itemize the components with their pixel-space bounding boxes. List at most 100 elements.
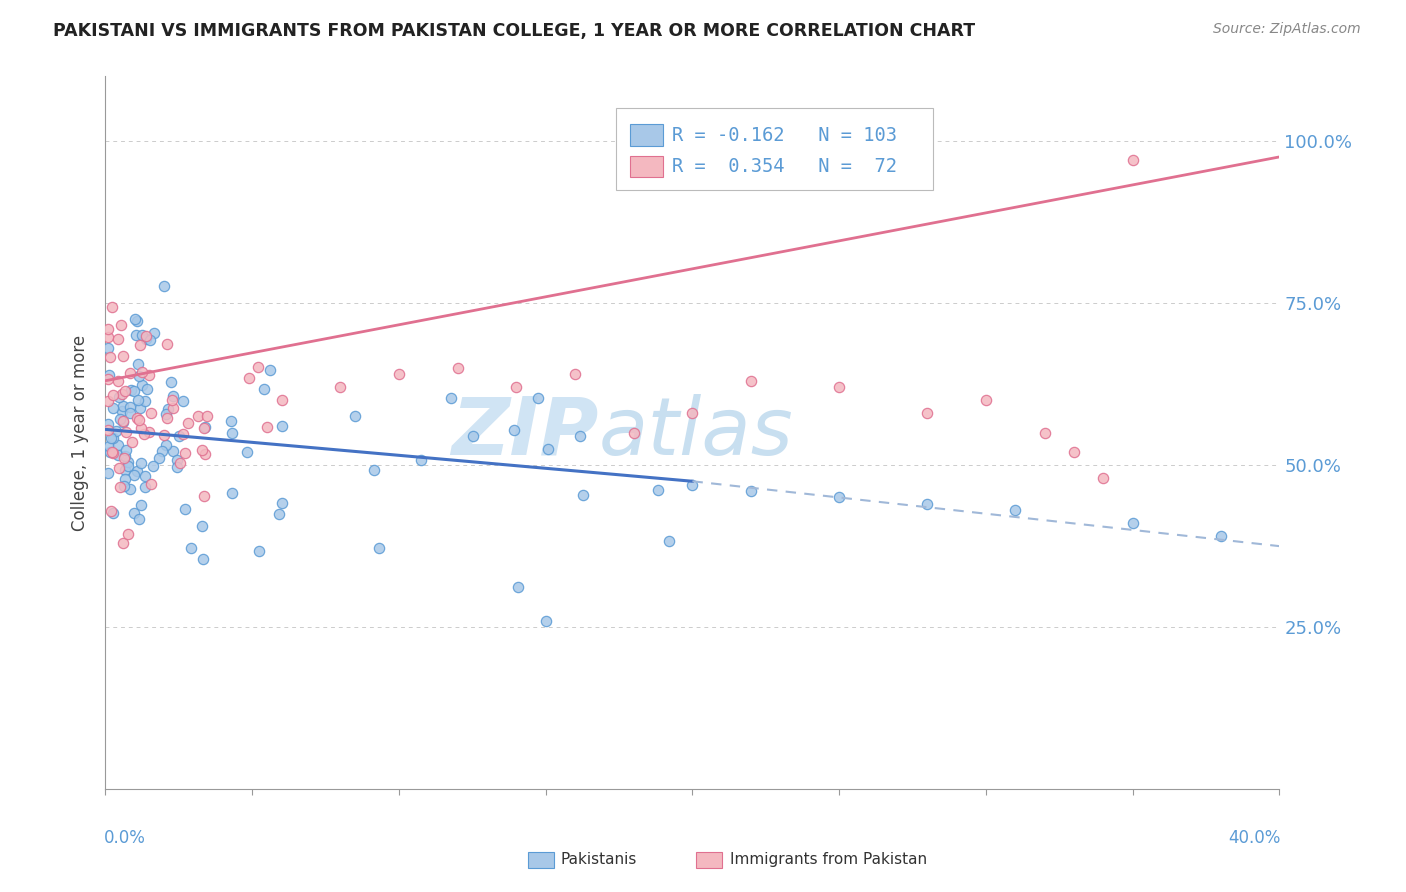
Text: Source: ZipAtlas.com: Source: ZipAtlas.com (1213, 22, 1361, 37)
Point (97, 330, 120, 344)
Point (120, 482, 142, 496)
Point (128, 338, 150, 352)
Point (128, 369, 150, 384)
Point (156, 411, 179, 425)
Text: Immigrants from Pakistan: Immigrants from Pakistan (730, 852, 927, 867)
Point (828, 380, 851, 394)
Point (103, 446, 125, 460)
Point (564, 368, 586, 382)
Point (127, 393, 149, 408)
Text: 40.0%: 40.0% (1229, 829, 1281, 847)
Point (127, 357, 149, 371)
Point (117, 455, 139, 469)
Point (527, 391, 550, 405)
Point (97, 342, 120, 356)
Point (195, 409, 218, 423)
Point (1122, 516, 1144, 531)
Point (1092, 471, 1115, 485)
Point (191, 552, 214, 566)
Point (155, 438, 177, 452)
Point (124, 467, 146, 482)
Y-axis label: College, 1 year or more: College, 1 year or more (72, 334, 90, 531)
Point (180, 541, 202, 555)
Point (115, 443, 138, 458)
Text: PAKISTANI VS IMMIGRANTS FROM PAKISTAN COLLEGE, 1 YEAR OR MORE CORRELATION CHART: PAKISTANI VS IMMIGRANTS FROM PAKISTAN CO… (53, 22, 976, 40)
Point (97, 466, 120, 480)
Point (139, 333, 162, 347)
Point (186, 409, 208, 423)
Point (505, 380, 527, 394)
Point (270, 393, 292, 408)
Point (118, 366, 141, 380)
Point (219, 414, 242, 428)
Point (162, 389, 184, 403)
Point (110, 480, 132, 494)
Text: Pakistanis: Pakistanis (561, 852, 637, 867)
Point (166, 453, 188, 467)
Point (98, 439, 121, 453)
Point (97, 394, 120, 409)
FancyBboxPatch shape (630, 124, 664, 145)
Point (101, 431, 124, 445)
Point (120, 383, 142, 397)
Point (134, 481, 156, 495)
Point (108, 390, 131, 404)
Point (112, 479, 135, 493)
Point (98, 368, 121, 382)
Point (221, 485, 243, 500)
Point (367, 541, 389, 556)
Point (238, 371, 260, 385)
Point (125, 328, 148, 343)
Point (152, 427, 174, 442)
Point (682, 477, 704, 491)
Point (221, 426, 243, 441)
Point (138, 368, 160, 383)
Point (440, 391, 463, 405)
Point (534, 614, 557, 628)
Point (166, 460, 188, 475)
Point (177, 416, 200, 430)
Point (112, 399, 135, 413)
Point (159, 375, 181, 389)
Point (343, 409, 366, 423)
Point (236, 445, 259, 459)
Point (142, 326, 165, 341)
Point (409, 453, 432, 467)
Point (917, 406, 939, 420)
Point (118, 406, 141, 420)
Point (194, 447, 217, 461)
Point (114, 472, 136, 486)
Point (162, 444, 184, 458)
Point (253, 382, 276, 396)
Point (97, 372, 120, 386)
Point (682, 406, 704, 420)
Point (1033, 425, 1056, 440)
Point (138, 425, 160, 440)
Point (172, 426, 194, 441)
Point (131, 378, 153, 392)
Point (917, 497, 939, 511)
Point (256, 419, 278, 434)
Point (101, 300, 124, 314)
Point (114, 449, 136, 463)
Point (572, 488, 595, 502)
Point (128, 413, 150, 427)
Point (270, 418, 292, 433)
Point (112, 450, 135, 465)
Point (97, 424, 120, 438)
Point (740, 483, 762, 498)
Point (142, 459, 165, 474)
Point (101, 388, 124, 402)
Point (104, 424, 127, 438)
Point (1209, 529, 1232, 543)
Point (131, 365, 153, 379)
Point (269, 508, 291, 522)
Point (127, 314, 149, 328)
Point (537, 442, 560, 456)
Point (174, 446, 197, 460)
Text: R =  0.354   N =  72: R = 0.354 N = 72 (672, 157, 897, 176)
Point (247, 544, 270, 558)
FancyBboxPatch shape (630, 156, 664, 178)
Point (141, 406, 163, 420)
Text: 0.0%: 0.0% (104, 829, 146, 847)
